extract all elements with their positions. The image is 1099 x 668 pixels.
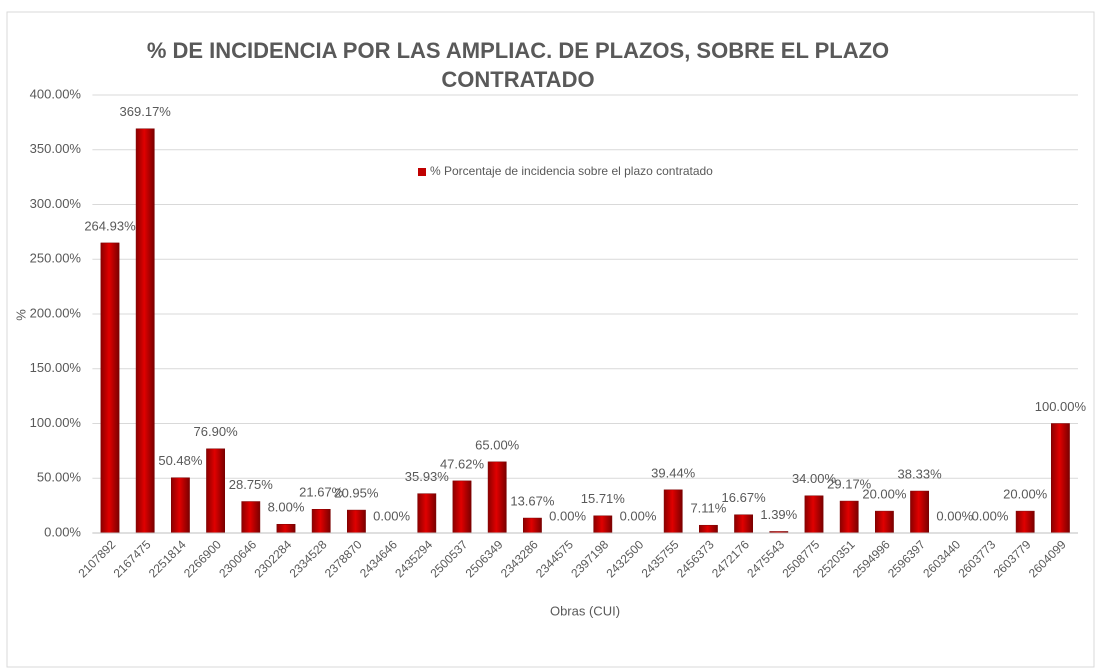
y-tick-label: 100.00% xyxy=(30,415,82,430)
x-tick-label: 2435755 xyxy=(639,537,682,580)
data-label: 264.93% xyxy=(84,218,136,233)
data-label: 76.90% xyxy=(194,424,239,439)
y-tick-label: 250.00% xyxy=(30,251,82,266)
data-label: 35.93% xyxy=(405,469,450,484)
x-tick-label: 2604099 xyxy=(1026,537,1069,580)
y-tick-label: 50.00% xyxy=(37,470,82,485)
x-tick-label: 2603773 xyxy=(955,537,998,580)
bar xyxy=(1050,423,1070,534)
chart-title: % DE INCIDENCIA POR LAS AMPLIAC. DE PLAZ… xyxy=(146,38,890,92)
bar xyxy=(346,509,366,534)
data-label: 0.00% xyxy=(373,508,410,523)
data-label: 369.17% xyxy=(120,104,172,119)
x-tick-label: 2520351 xyxy=(815,537,858,580)
bar xyxy=(1015,510,1035,534)
x-tick-label: 2594996 xyxy=(850,537,893,580)
x-tick-label: 2500537 xyxy=(427,537,470,580)
x-tick-label: 2603779 xyxy=(991,537,1034,580)
bar xyxy=(417,493,437,534)
x-tick-label: 2434646 xyxy=(357,537,400,580)
y-tick-label: 0.00% xyxy=(44,524,81,539)
data-label: 0.00% xyxy=(549,508,586,523)
x-tick-label: 2435294 xyxy=(392,537,435,580)
bar xyxy=(663,489,683,534)
bar xyxy=(276,523,296,534)
x-tick-label: 2397198 xyxy=(568,537,611,580)
data-label: 50.48% xyxy=(158,453,203,468)
data-label: 1.39% xyxy=(760,507,797,522)
data-label: 39.44% xyxy=(651,465,696,480)
x-tick-label: 2167475 xyxy=(111,537,154,580)
x-tick-label: 2343286 xyxy=(498,537,541,580)
legend-label: % Porcentaje de incidencia sobre el plaz… xyxy=(430,164,713,178)
data-label: 20.00% xyxy=(1003,487,1048,502)
x-tick-label: 2251814 xyxy=(146,537,189,580)
y-tick-label: 400.00% xyxy=(30,86,82,101)
data-label: 20.95% xyxy=(334,485,379,500)
legend-swatch xyxy=(418,168,426,176)
x-axis-title: Obras (CUI) xyxy=(550,603,620,618)
y-tick-label: 300.00% xyxy=(30,196,82,211)
data-label: 20.00% xyxy=(862,487,907,502)
data-label: 47.62% xyxy=(440,456,485,471)
data-label: 34.00% xyxy=(792,471,837,486)
x-tick-label: 2456373 xyxy=(674,537,717,580)
x-tick-label: 2302284 xyxy=(251,537,294,580)
bar xyxy=(874,510,894,534)
data-label: 38.33% xyxy=(898,466,943,481)
data-label: 29.17% xyxy=(827,476,872,491)
y-tick-label: 350.00% xyxy=(30,141,82,156)
data-label: 7.11% xyxy=(690,501,726,516)
chart-frame xyxy=(6,11,1095,668)
x-tick-label: 2603440 xyxy=(920,537,963,580)
bar xyxy=(698,524,718,534)
x-tick-label: 2475543 xyxy=(744,537,787,580)
bar xyxy=(170,477,190,534)
x-tick-label: 2107892 xyxy=(75,537,118,580)
data-label: 13.67% xyxy=(510,493,555,508)
data-label: 8.00% xyxy=(268,500,305,515)
y-tick-label: 150.00% xyxy=(30,360,82,375)
x-tick-label: 2334528 xyxy=(287,537,330,580)
y-axis-title: % xyxy=(13,309,28,321)
x-tick-label: 2506349 xyxy=(463,537,506,580)
data-label: 15.71% xyxy=(581,491,626,506)
bar xyxy=(206,448,226,534)
data-label: 0.00% xyxy=(972,508,1009,523)
x-tick-label: 2300646 xyxy=(216,537,259,580)
y-tick-label: 200.00% xyxy=(30,305,82,320)
x-tick-label: 2378870 xyxy=(322,537,365,580)
x-tick-label: 2344575 xyxy=(533,537,576,580)
bar xyxy=(910,490,930,534)
bar xyxy=(734,514,754,534)
data-label: 28.75% xyxy=(229,477,274,492)
x-tick-label: 2432500 xyxy=(603,537,646,580)
data-label: 65.00% xyxy=(475,437,520,452)
bar xyxy=(593,515,613,534)
bar xyxy=(487,461,507,534)
bar xyxy=(452,480,472,534)
x-tick-label: 2508775 xyxy=(779,537,822,580)
bar xyxy=(241,501,261,534)
data-label: 0.00% xyxy=(620,508,657,523)
x-tick-label: 2266900 xyxy=(181,537,224,580)
bar xyxy=(311,509,331,534)
data-label: 100.00% xyxy=(1035,399,1087,414)
data-label: 21.67% xyxy=(299,485,344,500)
data-label: 0.00% xyxy=(936,508,973,523)
bar xyxy=(522,517,542,534)
x-tick-label: 2472176 xyxy=(709,537,752,580)
bar xyxy=(135,128,155,534)
bar xyxy=(100,242,120,534)
x-tick-label: 2596397 xyxy=(885,537,928,580)
data-label: 16.67% xyxy=(722,490,767,505)
bar xyxy=(804,495,824,534)
bar xyxy=(839,500,859,534)
